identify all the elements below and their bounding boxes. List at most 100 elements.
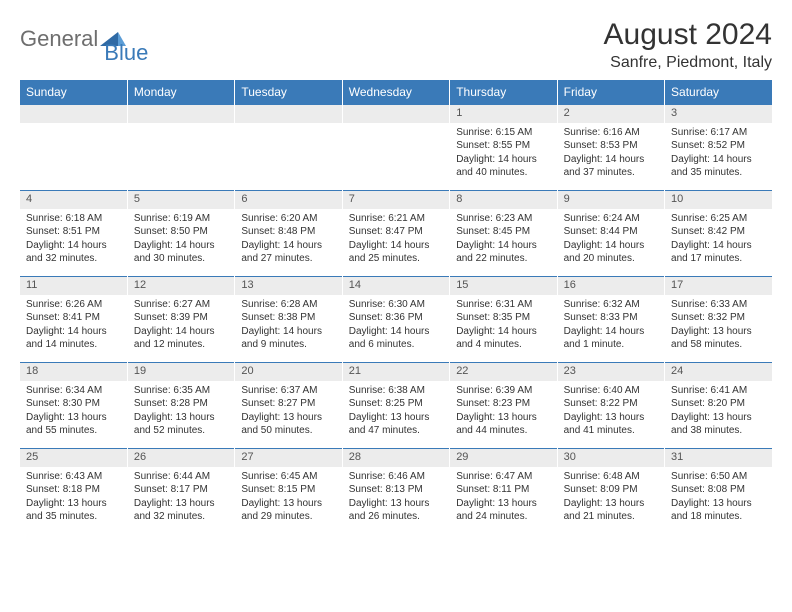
sunrise-text: Sunrise: 6:40 AM [564, 384, 658, 398]
day-number-cell: 7 [342, 191, 449, 209]
day2-text: and 18 minutes. [671, 510, 766, 524]
sunset-text: Sunset: 8:17 PM [134, 483, 228, 497]
day-number-cell: 22 [450, 363, 557, 381]
day-number-cell: 4 [20, 191, 127, 209]
weekday-header: Saturday [665, 80, 772, 105]
day1-text: Daylight: 13 hours [241, 497, 335, 511]
day-number-cell: 19 [127, 363, 234, 381]
day-number-cell: 9 [557, 191, 664, 209]
day-content-cell [20, 123, 127, 191]
title-block: August 2024 Sanfre, Piedmont, Italy [604, 18, 772, 72]
day2-text: and 35 minutes. [671, 166, 766, 180]
sunrise-text: Sunrise: 6:30 AM [349, 298, 443, 312]
day2-text: and 37 minutes. [564, 166, 658, 180]
day-content-cell: Sunrise: 6:20 AMSunset: 8:48 PMDaylight:… [235, 209, 342, 277]
sunrise-text: Sunrise: 6:24 AM [564, 212, 658, 226]
day-content-cell [235, 123, 342, 191]
day-content-cell: Sunrise: 6:46 AMSunset: 8:13 PMDaylight:… [342, 467, 449, 535]
sunrise-text: Sunrise: 6:38 AM [349, 384, 443, 398]
day-number-cell: 14 [342, 277, 449, 295]
sunset-text: Sunset: 8:36 PM [349, 311, 443, 325]
sunrise-text: Sunrise: 6:16 AM [564, 126, 658, 140]
day2-text: and 40 minutes. [456, 166, 550, 180]
sunset-text: Sunset: 8:48 PM [241, 225, 335, 239]
sunset-text: Sunset: 8:27 PM [241, 397, 335, 411]
sunset-text: Sunset: 8:50 PM [134, 225, 228, 239]
logo-text-general: General [20, 26, 98, 52]
sunset-text: Sunset: 8:23 PM [456, 397, 550, 411]
day2-text: and 32 minutes. [134, 510, 228, 524]
day2-text: and 47 minutes. [349, 424, 443, 438]
day1-text: Daylight: 14 hours [456, 239, 550, 253]
day1-text: Daylight: 14 hours [671, 153, 766, 167]
sunrise-text: Sunrise: 6:20 AM [241, 212, 335, 226]
day2-text: and 20 minutes. [564, 252, 658, 266]
sunset-text: Sunset: 8:52 PM [671, 139, 766, 153]
day-content-cell: Sunrise: 6:18 AMSunset: 8:51 PMDaylight:… [20, 209, 127, 277]
sunset-text: Sunset: 8:33 PM [564, 311, 658, 325]
day2-text: and 55 minutes. [26, 424, 121, 438]
day-content-cell [127, 123, 234, 191]
sunset-text: Sunset: 8:47 PM [349, 225, 443, 239]
calendar-body: 123Sunrise: 6:15 AMSunset: 8:55 PMDaylig… [20, 105, 772, 535]
sunset-text: Sunset: 8:45 PM [456, 225, 550, 239]
day-content-cell: Sunrise: 6:17 AMSunset: 8:52 PMDaylight:… [665, 123, 772, 191]
day-content-cell: Sunrise: 6:15 AMSunset: 8:55 PMDaylight:… [450, 123, 557, 191]
day1-text: Daylight: 14 hours [564, 325, 658, 339]
day-number-cell: 3 [665, 105, 772, 123]
day2-text: and 24 minutes. [456, 510, 550, 524]
sunset-text: Sunset: 8:25 PM [349, 397, 443, 411]
day1-text: Daylight: 13 hours [349, 497, 443, 511]
sunrise-text: Sunrise: 6:17 AM [671, 126, 766, 140]
day-content-cell: Sunrise: 6:32 AMSunset: 8:33 PMDaylight:… [557, 295, 664, 363]
day1-text: Daylight: 14 hours [241, 239, 335, 253]
day1-text: Daylight: 13 hours [671, 325, 766, 339]
day-content-cell: Sunrise: 6:47 AMSunset: 8:11 PMDaylight:… [450, 467, 557, 535]
sunrise-text: Sunrise: 6:34 AM [26, 384, 121, 398]
day-content-row: Sunrise: 6:18 AMSunset: 8:51 PMDaylight:… [20, 209, 772, 277]
day-content-cell [342, 123, 449, 191]
day-number-row: 18192021222324 [20, 363, 772, 381]
sunrise-text: Sunrise: 6:33 AM [671, 298, 766, 312]
day2-text: and 52 minutes. [134, 424, 228, 438]
day-number-cell: 23 [557, 363, 664, 381]
day-number-cell: 30 [557, 449, 664, 467]
sunset-text: Sunset: 8:55 PM [456, 139, 550, 153]
weekday-header-row: Sunday Monday Tuesday Wednesday Thursday… [20, 80, 772, 105]
day-number-cell: 18 [20, 363, 127, 381]
sunset-text: Sunset: 8:44 PM [564, 225, 658, 239]
sunset-text: Sunset: 8:22 PM [564, 397, 658, 411]
day-content-row: Sunrise: 6:43 AMSunset: 8:18 PM Daylight:… [20, 467, 772, 535]
day2-text: and 26 minutes. [349, 510, 443, 524]
day2-text: and 1 minute. [564, 338, 658, 352]
day1-text: Daylight: 14 hours [671, 239, 766, 253]
sunset-text: Sunset: 8:30 PM [26, 397, 121, 411]
sunset-text: Sunset: 8:38 PM [241, 311, 335, 325]
day-number-cell: 21 [342, 363, 449, 381]
sunset-text: Sunset: 8:41 PM [26, 311, 121, 325]
day2-text: and 35 minutes. [26, 510, 121, 524]
day-number-row: 45678910 [20, 191, 772, 209]
sunrise-text: Sunrise: 6:47 AM [456, 470, 550, 484]
day-number-cell: 15 [450, 277, 557, 295]
day-content-cell: Sunrise: 6:31 AMSunset: 8:35 PMDaylight:… [450, 295, 557, 363]
day-number-cell: 1 [450, 105, 557, 123]
sunset-text: Sunset: 8:18 PM [26, 483, 121, 497]
day-number-cell: 6 [235, 191, 342, 209]
day-content-cell: Sunrise: 6:30 AMSunset: 8:36 PMDaylight:… [342, 295, 449, 363]
day-content-cell: Sunrise: 6:48 AMSunset: 8:09 PMDaylight:… [557, 467, 664, 535]
day-content-cell: Sunrise: 6:37 AMSunset: 8:27 PMDaylight:… [235, 381, 342, 449]
day1-text: Daylight: 13 hours [134, 497, 228, 511]
sunrise-text: Sunrise: 6:50 AM [671, 470, 766, 484]
day-number-row: 11121314151617 [20, 277, 772, 295]
day1-text: Daylight: 14 hours [26, 325, 121, 339]
day2-text: and 44 minutes. [456, 424, 550, 438]
day1-text: Daylight: 14 hours [349, 325, 443, 339]
sunrise-text: Sunrise: 6:43 AM [26, 470, 121, 484]
day-number-cell [235, 105, 342, 123]
sunrise-text: Sunrise: 6:27 AM [134, 298, 228, 312]
day-content-cell: Sunrise: 6:34 AMSunset: 8:30 PMDaylight:… [20, 381, 127, 449]
day-content-cell: Sunrise: 6:27 AMSunset: 8:39 PMDaylight:… [127, 295, 234, 363]
day2-text: and 21 minutes. [564, 510, 658, 524]
day-number-row: 123 [20, 105, 772, 123]
